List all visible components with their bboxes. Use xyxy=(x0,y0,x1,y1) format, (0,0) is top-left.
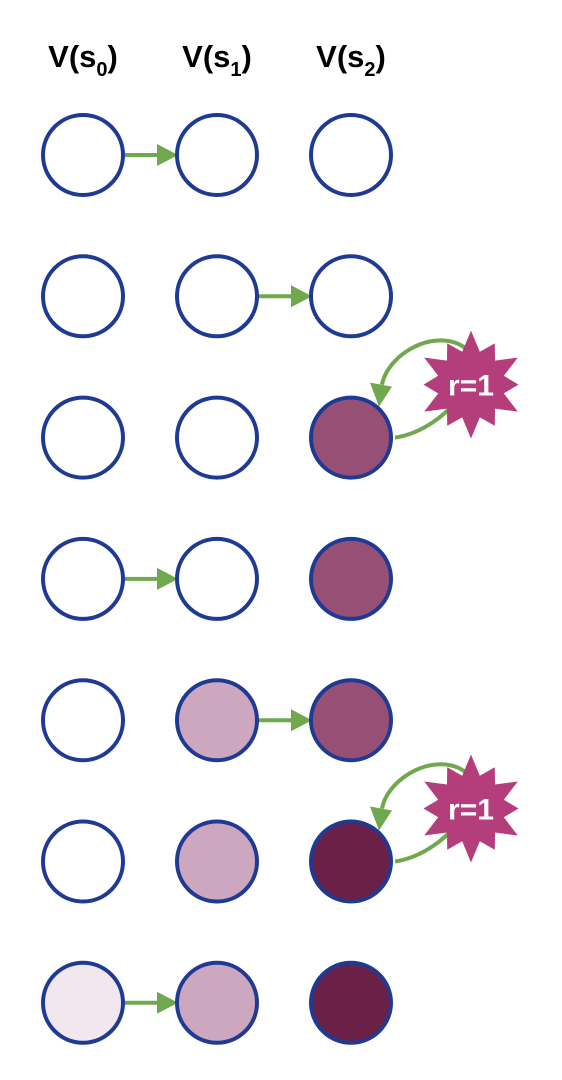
transition-arrow xyxy=(257,709,312,732)
state-circle-r5-c0 xyxy=(41,819,125,904)
state-circle-r1-c2 xyxy=(309,254,393,339)
state-circle-r4-c0 xyxy=(41,678,125,763)
column-header-2: V(s2) xyxy=(316,39,386,81)
reward-markers: r=1 r=1 xyxy=(370,330,519,864)
state-circle-r3-c1 xyxy=(175,536,259,621)
self-loop-arrow xyxy=(380,338,475,440)
state-circle-r2-c1 xyxy=(175,395,259,480)
state-circle-r2-c2 xyxy=(309,395,393,480)
state-circle-r0-c1 xyxy=(175,113,259,197)
state-circle-r3-c0 xyxy=(41,536,125,621)
column-header-sub: 1 xyxy=(230,59,241,81)
state-circle-r6-c0 xyxy=(41,960,125,1045)
column-header-close: ) xyxy=(242,39,252,74)
reward-label: r=1 xyxy=(448,794,494,827)
transition-arrow xyxy=(257,285,312,308)
state-circle-r5-c2 xyxy=(309,819,393,904)
state-circle-r3-c2 xyxy=(309,536,393,621)
state-circle-r4-c2 xyxy=(309,678,393,763)
state-circle-r1-c1 xyxy=(175,254,259,339)
self-loop-arrowhead xyxy=(370,806,392,831)
reward-burst-icon xyxy=(423,754,519,863)
state-circle-r1-c0 xyxy=(41,254,125,339)
column-headers: V(s0) V(s1) V(s2) xyxy=(48,39,386,81)
reward-burst-icon xyxy=(423,330,519,439)
transition-arrows xyxy=(123,144,312,1014)
state-circle-r0-c2 xyxy=(309,113,393,197)
state-circle-r0-c0 xyxy=(41,113,125,197)
column-header-sub: 2 xyxy=(364,59,375,81)
column-header-main: V(s xyxy=(316,39,364,74)
transition-arrow xyxy=(123,991,178,1014)
reward-loop: r=1 xyxy=(370,754,519,864)
column-header-close: ) xyxy=(376,39,386,74)
state-circle-r4-c1 xyxy=(175,678,259,763)
state-circle-r6-c1 xyxy=(175,960,259,1045)
transition-arrow xyxy=(123,144,178,166)
state-grid xyxy=(41,113,393,1045)
column-header-1: V(s1) xyxy=(182,39,252,81)
column-header-sub: 0 xyxy=(96,59,107,81)
state-circle-r6-c2 xyxy=(309,960,393,1045)
column-header-close: ) xyxy=(108,39,118,74)
self-loop-arrow xyxy=(380,762,475,864)
column-header-0: V(s0) xyxy=(48,39,118,81)
transition-arrow xyxy=(123,567,178,590)
state-circle-r5-c1 xyxy=(175,819,259,904)
column-header-main: V(s xyxy=(182,39,230,74)
state-circle-r2-c0 xyxy=(41,395,125,480)
column-header-main: V(s xyxy=(48,39,96,74)
reward-loop: r=1 xyxy=(370,330,519,440)
reward-label: r=1 xyxy=(448,370,494,403)
self-loop-arrowhead xyxy=(370,382,392,407)
